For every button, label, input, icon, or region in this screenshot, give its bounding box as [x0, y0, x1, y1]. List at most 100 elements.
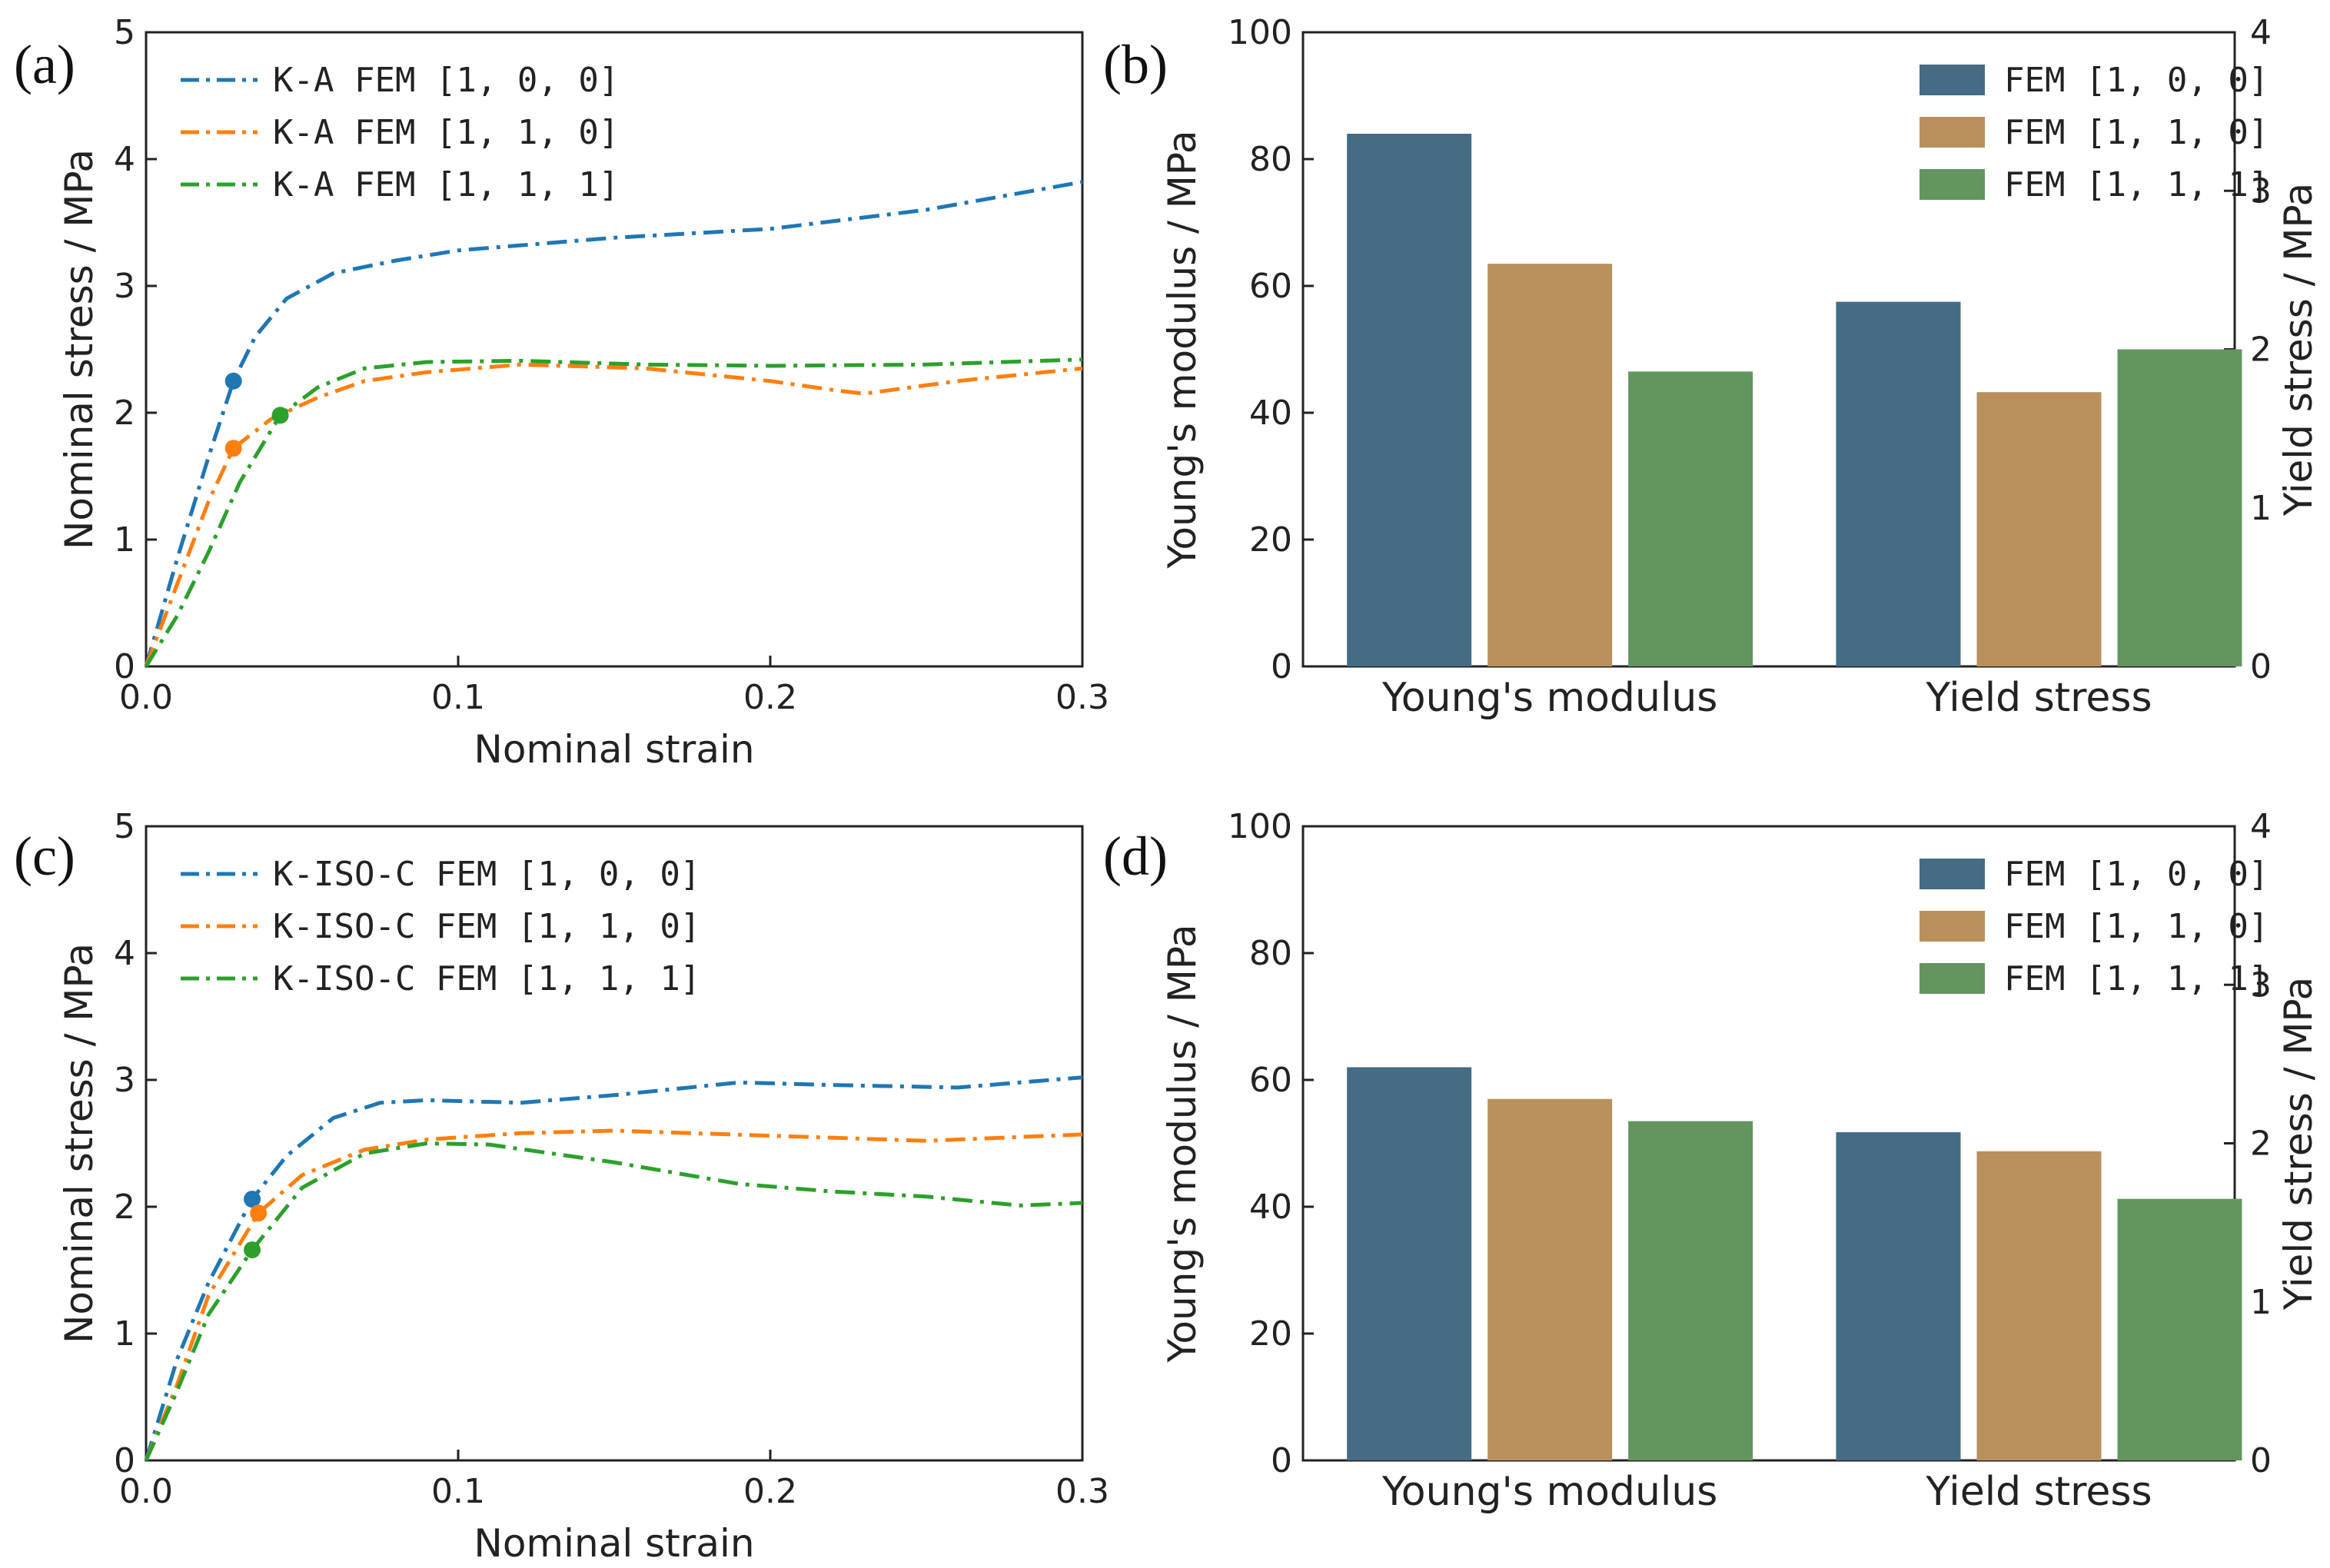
- y-right-tick-label: 2: [2250, 1125, 2272, 1164]
- bar: [1836, 301, 1961, 666]
- y-right-tick-label: 3: [2250, 171, 2272, 211]
- panel-3: (d) 0 20 40 60 80 100 Young's modulus / MPa 0 1 2 3…: [1103, 807, 2321, 1515]
- panel-label: (d): [1103, 826, 1168, 887]
- legend-label: FEM [1, 1, 0]: [2004, 113, 2269, 152]
- y-tick-label: 0: [114, 647, 135, 686]
- y-right-tick-label: 0: [2250, 1441, 2272, 1480]
- plot-frame: [145, 31, 1084, 668]
- yield-point: [224, 440, 242, 457]
- y-tick-label: 3: [114, 267, 135, 306]
- x-axis-title: Nominal strain: [474, 1521, 754, 1566]
- panel-0: (a) 0 1 2 3 4 5 Nominal stress / MPa 0.0 0.1 0.2 0.…: [14, 13, 1109, 772]
- panel-2: (c) 0 1 2 3 4 5 Nominal stress / MPa 0.0 0.1 0.2 0.…: [14, 807, 1109, 1566]
- x-tick-label: 0.0: [119, 678, 173, 717]
- legend-swatch: [1920, 963, 1985, 994]
- bar: [1487, 1098, 1613, 1460]
- series-line: [144, 357, 1083, 668]
- y-tick-label: 5: [114, 807, 135, 846]
- y-right-axis-title: Yield stress / MPa: [2276, 183, 2321, 517]
- yield-point: [250, 1204, 268, 1222]
- y-tick-label: 5: [114, 13, 135, 52]
- category-label: Yield stress: [1925, 1469, 2152, 1515]
- panel-1: (b) 0 20 40 60 80 100 Young's modulus / MPa 0 1 2 3…: [1103, 13, 2321, 721]
- legend-label: K-A FEM [1, 1, 1]: [273, 165, 619, 204]
- y-tick-label: 1: [114, 1314, 135, 1354]
- y-axis-title: Young's modulus / MPa: [1160, 925, 1205, 1364]
- bar: [2117, 1198, 2242, 1460]
- y-tick-label: 60: [1249, 1061, 1292, 1100]
- legend-label: K-A FEM [1, 0, 0]: [273, 61, 619, 100]
- plot-frame: [145, 825, 1084, 1462]
- bar: [1976, 1151, 2102, 1460]
- y-tick-label: 40: [1249, 1188, 1292, 1227]
- category-label: Young's modulus: [1381, 1469, 1717, 1515]
- y-tick-label: 0: [1271, 1441, 1292, 1480]
- legend-label: FEM [1, 1, 1]: [2004, 959, 2269, 998]
- x-tick-label: 0.3: [1055, 1472, 1109, 1511]
- x-axis-title: Nominal strain: [474, 727, 754, 772]
- y-tick-label: 3: [114, 1061, 135, 1100]
- y-right-tick-label: 1: [2250, 1283, 2272, 1322]
- series-line: [144, 1128, 1083, 1461]
- y-right-tick-label: 3: [2250, 965, 2272, 1005]
- series-line: [144, 180, 1083, 667]
- bar: [1487, 264, 1613, 666]
- legend-label: K-A FEM [1, 1, 0]: [273, 113, 619, 152]
- y-right-tick-label: 4: [2250, 807, 2272, 846]
- y-axis-title: Young's modulus / MPa: [1160, 131, 1205, 570]
- y-right-axis-title: Yield stress / MPa: [2276, 977, 2321, 1311]
- x-tick-label: 0.2: [743, 1472, 797, 1511]
- legend-swatch: [1920, 117, 1985, 148]
- bar: [1347, 134, 1472, 666]
- y-tick-label: 4: [114, 140, 135, 179]
- bar: [2117, 349, 2242, 666]
- series-line: [144, 362, 1083, 667]
- x-tick-label: 0.1: [431, 678, 485, 717]
- y-right-tick-label: 4: [2250, 13, 2272, 52]
- legend-label: FEM [1, 0, 0]: [2004, 61, 2269, 100]
- legend-swatch: [1920, 859, 1985, 889]
- panel-label: (a): [14, 34, 75, 95]
- y-tick-label: 80: [1249, 934, 1292, 973]
- x-tick-label: 0.3: [1055, 678, 1109, 717]
- yield-point: [271, 407, 289, 424]
- bar: [1836, 1132, 1961, 1460]
- y-tick-label: 100: [1228, 13, 1292, 52]
- y-axis-title: Nominal stress / MPa: [57, 149, 101, 550]
- legend-swatch: [1920, 911, 1985, 942]
- yield-point: [244, 1191, 261, 1208]
- x-tick-label: 0.0: [119, 1472, 173, 1511]
- x-tick-label: 0.1: [431, 1472, 485, 1511]
- legend-label: K-ISO-C FEM [1, 1, 1]: [273, 959, 700, 998]
- legend-label: FEM [1, 0, 0]: [2004, 855, 2269, 894]
- panel-label: (c): [14, 826, 75, 887]
- y-right-tick-label: 0: [2250, 647, 2272, 686]
- bar: [1347, 1067, 1472, 1460]
- y-tick-label: 1: [114, 520, 135, 560]
- legend-label: FEM [1, 1, 1]: [2004, 165, 2269, 204]
- yield-point: [224, 372, 242, 390]
- panel-label: (b): [1103, 34, 1168, 95]
- y-tick-label: 40: [1249, 394, 1292, 433]
- y-tick-label: 2: [114, 394, 135, 433]
- bar: [1628, 1121, 1753, 1460]
- y-tick-label: 20: [1249, 520, 1292, 560]
- legend-swatch: [1920, 65, 1985, 95]
- y-tick-label: 2: [114, 1188, 135, 1227]
- y-axis-title: Nominal stress / MPa: [57, 943, 101, 1344]
- yield-point: [244, 1241, 261, 1259]
- y-tick-label: 20: [1249, 1314, 1292, 1354]
- y-tick-label: 80: [1249, 140, 1292, 179]
- y-right-tick-label: 2: [2250, 331, 2272, 370]
- category-label: Young's modulus: [1381, 675, 1717, 721]
- category-label: Yield stress: [1925, 675, 2152, 721]
- legend-label: FEM [1, 1, 0]: [2004, 907, 2269, 946]
- legend-swatch: [1920, 169, 1985, 200]
- series-line: [144, 1075, 1083, 1461]
- bar: [1628, 371, 1753, 666]
- bar: [1976, 392, 2102, 666]
- y-tick-label: 100: [1228, 807, 1292, 846]
- legend-label: K-ISO-C FEM [1, 1, 0]: [273, 907, 700, 946]
- y-tick-label: 4: [114, 934, 135, 973]
